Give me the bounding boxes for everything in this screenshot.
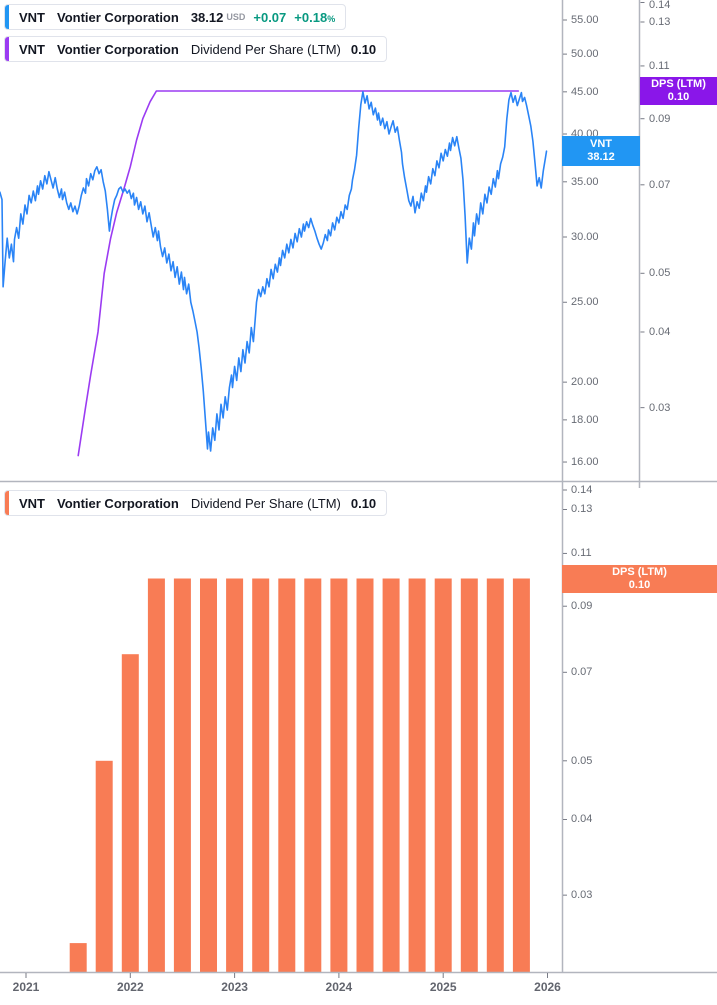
time-axis[interactable] [0, 973, 717, 1005]
badge-ticker: VNT [590, 138, 612, 150]
year-label: 2023 [221, 980, 248, 994]
price-tick-label: 20.00 [571, 376, 599, 389]
price-tick-label: 16.00 [571, 456, 599, 469]
price-line [0, 91, 548, 452]
price-change-percent: +0.18% [294, 10, 335, 25]
metric-name: Dividend Per Share (LTM) [190, 41, 341, 57]
dps-tick-label: 0.13 [649, 15, 671, 28]
company-name: Vontier Corporation [57, 41, 179, 57]
year-label: 2026 [534, 980, 561, 994]
price-series-color-swatch [5, 5, 9, 29]
company-name: Vontier Corporation [57, 495, 179, 511]
year-label: 2025 [429, 980, 457, 994]
dps-bar [512, 578, 530, 972]
price-tick-label: 25.00 [571, 296, 599, 309]
dps-bar [252, 578, 270, 972]
dps-tick-label: 0.13 [571, 503, 593, 516]
dps-bar-color-swatch [5, 491, 9, 515]
dps-bar [173, 578, 191, 972]
dps-value-badge-top: DPS (LTM) 0.10 [640, 77, 717, 105]
dps-bar [460, 578, 478, 972]
badge-metric: DPS (LTM) [612, 566, 667, 578]
badge-dps-value: 0.10 [667, 91, 690, 103]
dps-tick-label: 0.07 [571, 666, 593, 679]
dps-tick-label: 0.14 [571, 484, 593, 496]
legend-dps-series-top[interactable]: VNT Vontier Corporation Dividend Per Sha… [4, 36, 388, 62]
price-tick-label: 50.00 [571, 48, 599, 61]
dps-tick-label: 0.14 [649, 0, 671, 11]
company-name: Vontier Corporation [57, 9, 179, 25]
badge-price-value: 38.12 [587, 151, 615, 163]
dps-bar [486, 578, 504, 972]
ticker-symbol: VNT [19, 9, 45, 25]
dps-series-color-swatch [5, 37, 9, 61]
dps-bar [226, 578, 244, 972]
dps-tick-label: 0.05 [649, 267, 671, 280]
dps-tick-label: 0.11 [571, 547, 592, 560]
dps-bar [278, 578, 296, 972]
last-price: 38.12 [190, 9, 224, 25]
metric-name: Dividend Per Share (LTM) [190, 495, 341, 511]
dps-bar [95, 760, 113, 972]
dps-tick-label: 0.05 [571, 754, 593, 767]
dps-bar [382, 578, 400, 972]
price-change-absolute: +0.07 [253, 9, 287, 25]
price-change-percent-value: +0.18 [294, 9, 328, 25]
price-tick-label: 18.00 [571, 413, 599, 426]
price-tick-label: 35.00 [571, 175, 599, 188]
currency-label: USD [226, 12, 246, 22]
dps-tick-label: 0.04 [571, 813, 593, 826]
dps-bar [408, 578, 426, 972]
year-label: 2024 [325, 980, 353, 994]
badge-metric: DPS (LTM) [651, 78, 706, 90]
dps-tick-label: 0.03 [571, 889, 593, 902]
price-pane[interactable] [0, 0, 558, 481]
metric-value: 0.10 [350, 41, 377, 57]
year-label: 2022 [116, 980, 144, 994]
dps-ltm-line [77, 90, 520, 457]
dps-bar [356, 578, 374, 972]
dps-tick-label: 0.03 [649, 401, 671, 414]
ticker-symbol: VNT [19, 495, 45, 511]
dps-tick-label: 0.07 [649, 178, 671, 191]
dps-bar [69, 943, 87, 972]
last-price-badge: VNT 38.12 [562, 136, 640, 166]
dps-tick-label: 0.09 [571, 600, 593, 613]
price-tick-label: 45.00 [571, 85, 599, 98]
legend-dps-series-bottom[interactable]: VNT Vontier Corporation Dividend Per Sha… [4, 490, 388, 516]
percent-sign: % [327, 13, 336, 24]
dps-bar [434, 578, 452, 972]
dps-tick-label: 0.04 [649, 325, 671, 338]
year-label: 2021 [12, 980, 40, 994]
dps-bar-pane[interactable] [0, 482, 558, 972]
dps-axis-top[interactable] [640, 0, 717, 481]
dps-bar [330, 578, 348, 972]
legend-price-series[interactable]: VNT Vontier Corporation 38.12 USD +0.07 … [4, 4, 347, 30]
dps-bar [147, 578, 165, 972]
badge-dps-value: 0.10 [628, 579, 651, 591]
dps-axis-bottom[interactable] [562, 482, 717, 972]
dps-bar [200, 578, 217, 972]
dps-tick-label: 0.09 [649, 112, 671, 125]
dps-bar [121, 654, 139, 972]
dps-bar [304, 578, 322, 972]
metric-value: 0.10 [350, 495, 377, 511]
price-tick-label: 30.00 [571, 230, 599, 243]
dps-value-badge-bottom: DPS (LTM) 0.10 [562, 565, 717, 593]
ticker-symbol: VNT [19, 41, 45, 57]
price-tick-label: 55.00 [571, 13, 599, 26]
dps-tick-label: 0.11 [649, 59, 670, 72]
price-axis[interactable] [562, 0, 639, 481]
